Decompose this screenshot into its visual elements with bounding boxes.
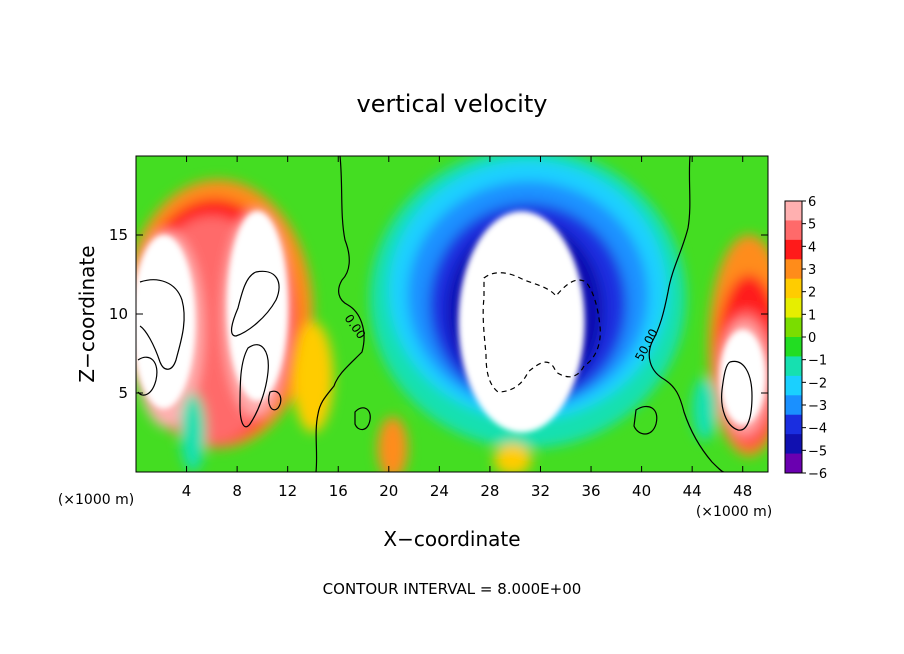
x-unit-right: (×1000 m) bbox=[696, 504, 772, 520]
colorbar-label: 6 bbox=[808, 195, 816, 210]
colorbar-swatch bbox=[785, 337, 802, 357]
contour-positive-right bbox=[721, 360, 753, 431]
contour-positive-mid-lower bbox=[239, 344, 269, 428]
colorbar: 6 5 4 3 2 1 0 −1 −2 −3 −4 −5 −6 bbox=[784, 195, 827, 482]
colorbar-label: 3 bbox=[808, 263, 816, 278]
colorbar-swatch bbox=[785, 278, 802, 299]
contour-zero-small-1 bbox=[354, 407, 371, 431]
colorbar-swatch bbox=[785, 375, 802, 396]
colorbar-label: 2 bbox=[808, 286, 816, 301]
contour-lines bbox=[137, 156, 753, 472]
chart-title: vertical velocity bbox=[357, 90, 548, 118]
field-region bbox=[180, 393, 206, 472]
y-tick-label: 15 bbox=[109, 226, 128, 244]
x-tick-label: 24 bbox=[430, 482, 449, 500]
colorbar-label: −5 bbox=[808, 444, 827, 459]
contour-negative-core bbox=[482, 272, 601, 393]
field-core bbox=[136, 235, 196, 409]
colorbar-label: 5 bbox=[808, 218, 816, 233]
contour-positive-mid-upper bbox=[230, 270, 280, 337]
x-tick-label: 16 bbox=[329, 482, 348, 500]
colorbar-label: −2 bbox=[808, 376, 827, 391]
x-axis-label: X−coordinate bbox=[383, 527, 520, 551]
field-region bbox=[692, 377, 718, 441]
y-tick-label: 10 bbox=[109, 305, 128, 323]
contour-positive-left bbox=[139, 279, 185, 370]
colorbar-label: 4 bbox=[808, 240, 816, 255]
contour-positive-mid-small bbox=[268, 390, 282, 411]
colorbar-swatch bbox=[785, 239, 802, 260]
x-unit-left: (×1000 m) bbox=[58, 492, 134, 508]
x-tick-label: 32 bbox=[531, 482, 550, 500]
x-tick-label: 12 bbox=[278, 482, 297, 500]
contour-interval-note: CONTOUR INTERVAL = 8.000E+00 bbox=[323, 580, 582, 598]
colorbar-label: 0 bbox=[808, 331, 816, 346]
field-region bbox=[292, 321, 334, 433]
contour-zero-small-3 bbox=[137, 356, 158, 396]
y-axis: 5 10 15 bbox=[109, 226, 768, 402]
field-region bbox=[377, 416, 408, 472]
x-tick-label: 4 bbox=[182, 482, 192, 500]
x-tick-label: 40 bbox=[632, 482, 651, 500]
x-tick-label: 36 bbox=[581, 482, 600, 500]
contour-zero-small-2 bbox=[633, 405, 658, 435]
x-tick-label: 28 bbox=[480, 482, 499, 500]
colorbar-label: −3 bbox=[808, 399, 827, 414]
x-tick-label: 44 bbox=[683, 482, 702, 500]
colorbar-swatch bbox=[785, 434, 802, 455]
y-tick-label: 5 bbox=[118, 384, 128, 402]
colorbar-swatch bbox=[785, 414, 802, 435]
x-tick-label: 48 bbox=[733, 482, 752, 500]
colorbar-swatch bbox=[785, 317, 802, 338]
colorbar-label: −6 bbox=[808, 467, 827, 482]
colorbar-swatch bbox=[785, 201, 802, 221]
x-axis: 4 8 12 16 20 24 28 32 36 40 44 48 bbox=[182, 156, 752, 500]
field-core bbox=[719, 329, 766, 425]
colorbar-swatch bbox=[785, 395, 802, 416]
colorbar-swatch bbox=[785, 453, 802, 474]
colorbar-swatch bbox=[785, 298, 802, 319]
colorbar-label: −1 bbox=[808, 354, 827, 369]
colorbar-label: −4 bbox=[808, 422, 827, 437]
contour-zero-left bbox=[315, 156, 365, 472]
colorbar-swatch bbox=[785, 259, 802, 280]
colorbar-label: 1 bbox=[808, 308, 816, 323]
velocity-cores bbox=[136, 211, 766, 433]
field-core bbox=[227, 211, 288, 401]
y-axis-label: Z−coordinate bbox=[75, 245, 99, 382]
colorbar-swatch bbox=[785, 220, 802, 241]
contour-zero-right bbox=[648, 156, 725, 472]
field-region bbox=[493, 443, 532, 472]
plot-area: 0.00 50.00 bbox=[136, 156, 768, 472]
x-tick-label: 8 bbox=[232, 482, 242, 500]
colorbar-swatch bbox=[785, 356, 802, 377]
field-core bbox=[458, 211, 585, 433]
x-tick-label: 20 bbox=[379, 482, 398, 500]
